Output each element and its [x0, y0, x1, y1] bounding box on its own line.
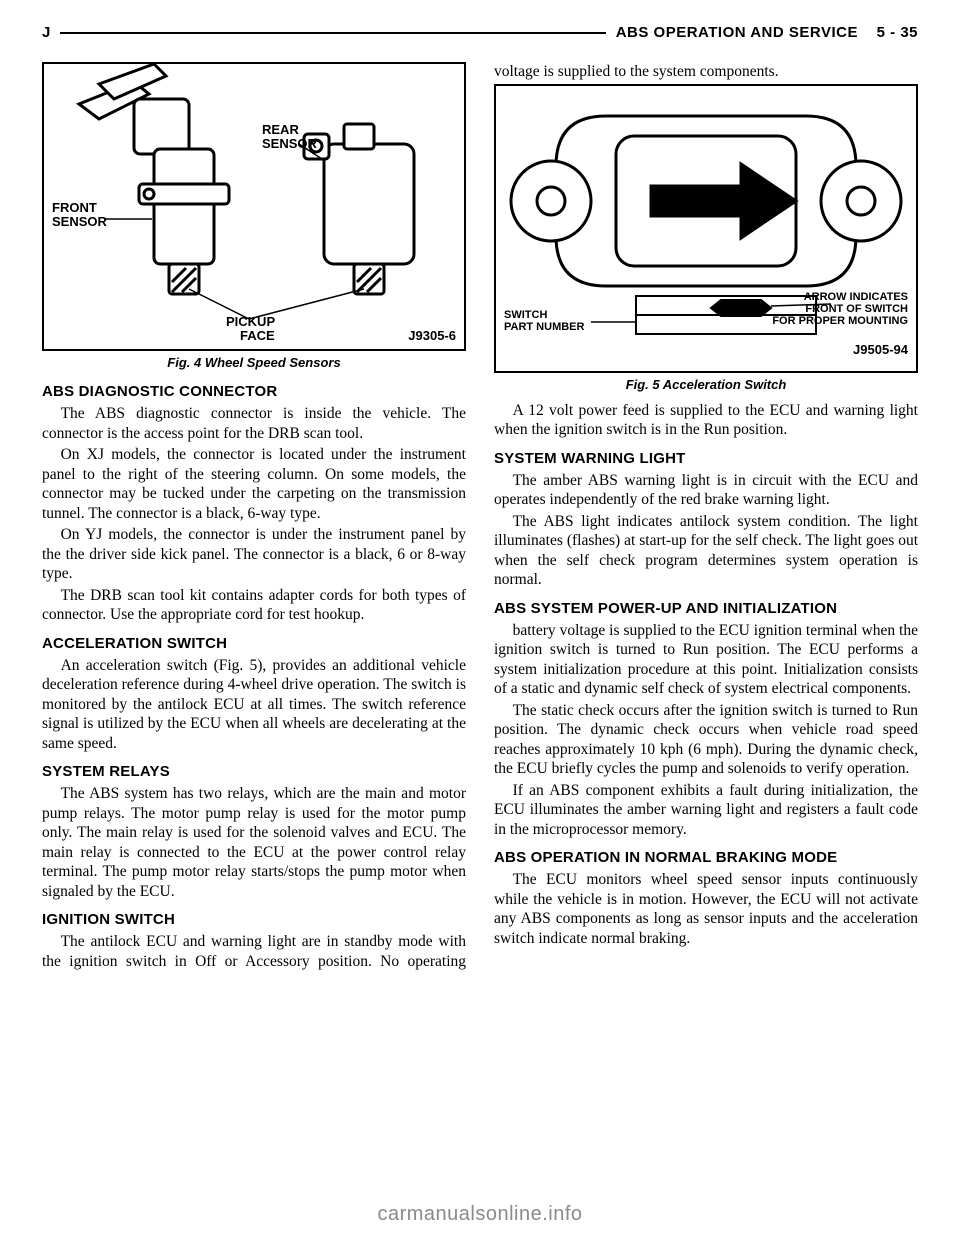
para: If an ABS component exhibits a fault dur…: [494, 781, 918, 840]
content-columns: FRONT SENSOR REAR SENSOR PICKUP FACE J93…: [42, 62, 918, 1190]
svg-text:SENSOR: SENSOR: [52, 214, 108, 229]
para: The ABS light indicates antilock system …: [494, 512, 918, 590]
para: A 12 volt power feed is supplied to the …: [494, 401, 918, 440]
figure-4-caption: Fig. 4 Wheel Speed Sensors: [167, 355, 340, 371]
para: On XJ models, the connector is located u…: [42, 445, 466, 523]
para: The ABS diagnostic connector is inside t…: [42, 404, 466, 443]
heading-ignition-switch: IGNITION SWITCH: [42, 911, 466, 930]
figure-4-svg: FRONT SENSOR REAR SENSOR PICKUP FACE J93…: [42, 62, 466, 351]
heading-system-warning-light: SYSTEM WARNING LIGHT: [494, 450, 918, 469]
header-section-title: ABS OPERATION AND SERVICE: [616, 24, 858, 41]
para: The DRB scan tool kit contains adapter c…: [42, 586, 466, 625]
page: J ABS OPERATION AND SERVICE 5 - 35: [0, 0, 960, 1242]
svg-text:PICKUP: PICKUP: [226, 314, 275, 329]
heading-system-relays: SYSTEM RELAYS: [42, 763, 466, 782]
para: An acceleration switch (Fig. 5), provide…: [42, 656, 466, 754]
footer-watermark: carmanualsonline.info: [0, 1203, 960, 1226]
header-left: J: [42, 24, 50, 41]
svg-text:J9505-94: J9505-94: [853, 342, 909, 357]
para: On YJ models, the connector is under the…: [42, 525, 466, 584]
para: battery voltage is supplied to the ECU i…: [494, 621, 918, 699]
para: The static check occurs after the igniti…: [494, 701, 918, 779]
para: The ECU monitors wheel speed sensor inpu…: [494, 870, 918, 948]
header-right: ABS OPERATION AND SERVICE 5 - 35: [616, 24, 918, 41]
figure-5-svg: SWITCH PART NUMBER ARROW INDICATES FRONT…: [494, 84, 918, 373]
page-header: J ABS OPERATION AND SERVICE 5 - 35: [42, 24, 918, 41]
svg-text:FOR PROPER MOUNTING: FOR PROPER MOUNTING: [772, 315, 908, 327]
header-rule: [60, 32, 605, 34]
svg-text:REAR: REAR: [262, 122, 299, 137]
svg-text:SENSOR: SENSOR: [262, 136, 318, 151]
heading-abs-diagnostic-connector: ABS DIAGNOSTIC CONNECTOR: [42, 383, 466, 402]
svg-text:FRONT: FRONT: [52, 200, 97, 215]
heading-acceleration-switch: ACCELERATION SWITCH: [42, 635, 466, 654]
figure-5-caption: Fig. 5 Acceleration Switch: [626, 377, 787, 393]
svg-text:FRONT OF SWITCH: FRONT OF SWITCH: [805, 303, 908, 315]
svg-text:SWITCH: SWITCH: [504, 309, 547, 321]
svg-text:ARROW INDICATES: ARROW INDICATES: [804, 291, 908, 303]
para: The amber ABS warning light is in circui…: [494, 471, 918, 510]
figure-4: FRONT SENSOR REAR SENSOR PICKUP FACE J93…: [42, 62, 466, 373]
header-page-number: 5 - 35: [877, 24, 918, 41]
figure-5: SWITCH PART NUMBER ARROW INDICATES FRONT…: [494, 84, 918, 395]
heading-abs-powerup: ABS SYSTEM POWER-UP AND INITIALIZATION: [494, 600, 918, 619]
heading-abs-normal-braking: ABS OPERATION IN NORMAL BRAKING MODE: [494, 849, 918, 868]
svg-text:PART NUMBER: PART NUMBER: [504, 321, 585, 333]
para: The ABS system has two relays, which are…: [42, 784, 466, 901]
svg-text:FACE: FACE: [240, 328, 275, 343]
svg-text:J9305-6: J9305-6: [408, 328, 456, 343]
